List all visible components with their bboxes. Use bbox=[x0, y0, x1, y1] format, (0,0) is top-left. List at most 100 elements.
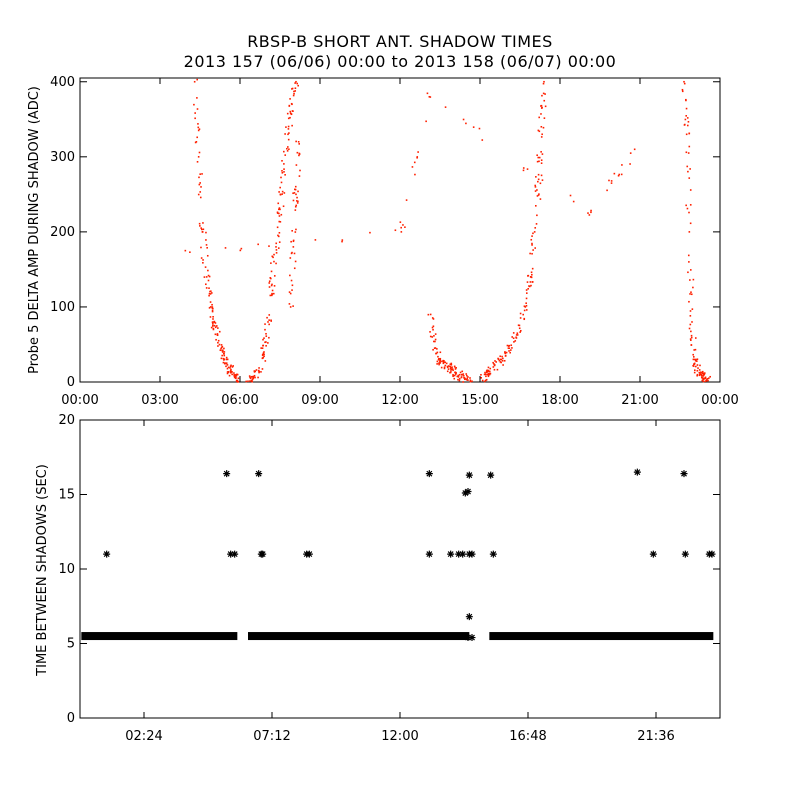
data-point bbox=[465, 613, 473, 621]
data-point bbox=[425, 470, 433, 478]
data-point bbox=[259, 550, 267, 558]
data-point bbox=[288, 148, 290, 151]
data-point bbox=[198, 151, 201, 154]
data-point bbox=[621, 164, 623, 166]
data-point bbox=[692, 278, 695, 281]
data-point bbox=[210, 290, 212, 293]
data-point bbox=[205, 283, 207, 286]
data-point bbox=[450, 370, 452, 372]
data-point bbox=[429, 313, 432, 316]
data-point bbox=[294, 231, 297, 233]
data-point bbox=[296, 202, 299, 204]
data-point bbox=[688, 211, 690, 214]
data-point bbox=[532, 232, 534, 235]
data-point bbox=[437, 358, 440, 361]
data-point bbox=[465, 471, 473, 479]
data-point bbox=[502, 364, 504, 366]
data-point bbox=[696, 374, 698, 377]
data-point bbox=[264, 323, 266, 325]
data-point bbox=[441, 360, 443, 363]
data-point bbox=[226, 371, 229, 373]
data-point bbox=[292, 199, 295, 202]
data-point bbox=[687, 271, 689, 274]
data-point bbox=[689, 293, 691, 295]
data-point bbox=[692, 365, 695, 367]
data-point bbox=[436, 363, 438, 365]
data-point bbox=[297, 190, 299, 193]
data-point bbox=[438, 363, 440, 366]
data-point bbox=[209, 306, 212, 308]
data-point bbox=[450, 362, 453, 365]
baseline-band bbox=[248, 632, 470, 641]
data-point bbox=[295, 228, 297, 231]
data-point bbox=[314, 239, 317, 241]
data-point bbox=[220, 347, 222, 350]
data-point bbox=[687, 170, 689, 173]
data-point bbox=[276, 226, 279, 229]
data-point bbox=[705, 379, 708, 381]
data-point bbox=[525, 309, 528, 311]
data-point bbox=[413, 161, 416, 164]
data-point bbox=[222, 357, 225, 360]
data-point bbox=[271, 255, 274, 258]
data-point bbox=[290, 279, 293, 282]
top-x-tick-label: 21:00 bbox=[621, 393, 658, 408]
data-point bbox=[268, 319, 270, 321]
data-point bbox=[248, 375, 251, 377]
data-point bbox=[501, 359, 504, 362]
data-point bbox=[209, 293, 212, 295]
data-point bbox=[531, 267, 534, 270]
data-point bbox=[287, 133, 289, 136]
data-point bbox=[431, 326, 434, 329]
data-point bbox=[515, 337, 518, 339]
data-point bbox=[278, 241, 281, 243]
data-point bbox=[530, 284, 532, 287]
data-point bbox=[700, 375, 703, 377]
data-point bbox=[429, 335, 432, 338]
data-point bbox=[443, 366, 446, 369]
data-point bbox=[273, 260, 275, 263]
data-point bbox=[516, 334, 519, 336]
data-point bbox=[690, 293, 693, 296]
data-point bbox=[512, 337, 515, 340]
data-point bbox=[281, 170, 283, 172]
data-point bbox=[449, 365, 451, 368]
data-point bbox=[689, 338, 692, 340]
data-point bbox=[530, 271, 533, 274]
data-point bbox=[690, 336, 693, 339]
data-point bbox=[233, 374, 235, 376]
data-point bbox=[292, 246, 295, 248]
data-point bbox=[694, 369, 696, 372]
data-point bbox=[439, 359, 442, 361]
data-point bbox=[281, 190, 284, 193]
data-point bbox=[434, 347, 437, 349]
data-point bbox=[223, 470, 231, 478]
data-point bbox=[443, 359, 445, 362]
data-point bbox=[540, 174, 543, 177]
data-point bbox=[226, 364, 229, 366]
data-point bbox=[201, 173, 203, 175]
data-point bbox=[201, 231, 204, 233]
data-point bbox=[278, 231, 281, 234]
data-point bbox=[294, 185, 297, 188]
data-point bbox=[544, 105, 547, 108]
data-point bbox=[258, 370, 261, 373]
data-point bbox=[461, 374, 463, 376]
data-point bbox=[454, 368, 457, 370]
data-point bbox=[283, 150, 285, 153]
data-point bbox=[693, 363, 696, 365]
data-point bbox=[236, 379, 239, 382]
data-point bbox=[449, 367, 452, 370]
data-point bbox=[701, 372, 704, 375]
data-point bbox=[226, 358, 229, 361]
data-point bbox=[296, 196, 298, 199]
data-point bbox=[459, 550, 467, 558]
data-point bbox=[453, 374, 456, 377]
data-point bbox=[540, 105, 542, 107]
data-point bbox=[297, 141, 300, 143]
data-point bbox=[265, 345, 267, 347]
data-point bbox=[341, 240, 343, 243]
data-point bbox=[687, 120, 690, 123]
data-point bbox=[230, 368, 232, 371]
data-point bbox=[526, 168, 529, 170]
